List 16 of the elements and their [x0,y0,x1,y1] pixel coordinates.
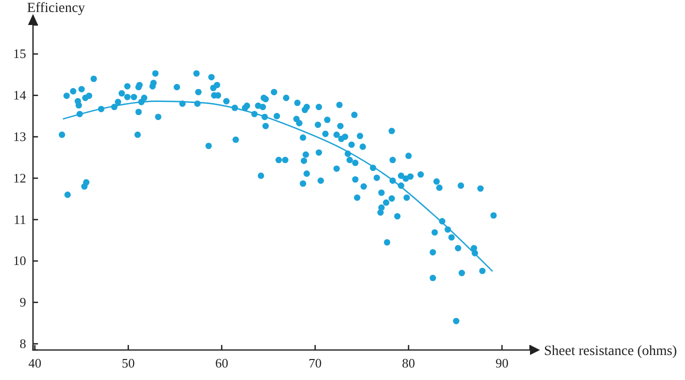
y-axis-title: Efficiency [27,1,86,16]
y-tick-label: 10 [13,253,26,268]
y-tick-label: 12 [13,170,26,186]
y-tick-label: 15 [13,46,26,62]
y-tick-label: 13 [13,128,26,144]
y-tick-label: 8 [20,336,26,351]
x-tick-label: 70 [308,355,322,370]
x-tick-label: 90 [495,355,508,370]
x-tick-label: 40 [28,355,42,370]
x-tick-label: 50 [122,355,135,370]
y-tick-label: 14 [13,88,27,103]
x-tick-label: 80 [402,355,416,370]
y-tick-label: 11 [14,212,26,227]
x-axis-title: Sheet resistance (ohms) [544,344,678,359]
y-tick-label: 9 [20,294,26,310]
x-tick-label: 60 [215,355,228,370]
